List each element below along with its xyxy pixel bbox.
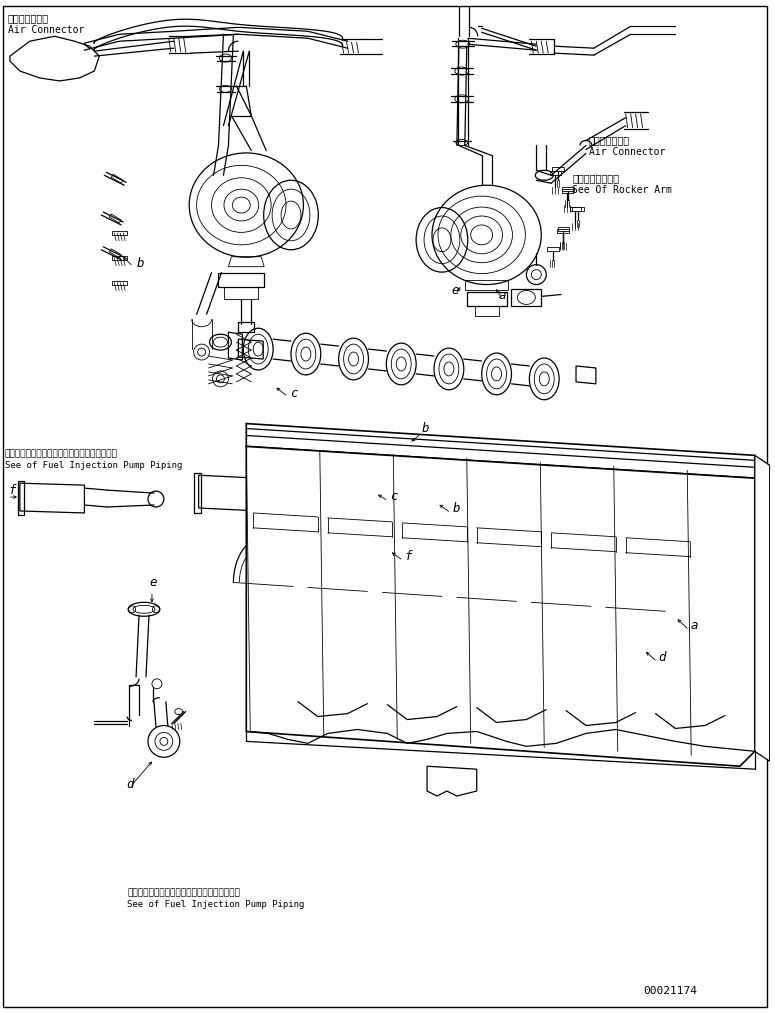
Text: See Of Rocker Arm: See Of Rocker Arm (572, 185, 672, 196)
Text: Komatsu: Komatsu (370, 528, 468, 554)
Text: a: a (498, 290, 506, 303)
Text: air: air (643, 589, 664, 606)
Text: air: air (549, 582, 570, 599)
Text: Air Connector: Air Connector (589, 148, 665, 157)
Text: Komatsu: Komatsu (276, 521, 374, 547)
Polygon shape (198, 475, 258, 511)
Text: b: b (453, 502, 460, 515)
Text: f: f (8, 484, 16, 497)
Text: エアーコネクタ: エアーコネクタ (8, 13, 49, 23)
Text: d: d (126, 778, 133, 791)
Text: e: e (149, 576, 157, 590)
Text: b: b (137, 256, 145, 269)
Text: フェルインジェクションポンプパイピング参照: フェルインジェクションポンプパイピング参照 (127, 888, 240, 898)
Polygon shape (246, 447, 755, 766)
Text: エアーコネクタ: エアーコネクタ (589, 136, 630, 146)
Text: Air Connector: Air Connector (8, 25, 84, 35)
Text: c: c (290, 387, 298, 400)
Text: b: b (422, 422, 429, 436)
Text: Komatsu: Komatsu (559, 542, 656, 567)
Text: Komatsu: Komatsu (653, 549, 751, 574)
Polygon shape (427, 766, 477, 796)
Text: Komatsu: Komatsu (465, 535, 562, 560)
Polygon shape (246, 423, 755, 478)
Text: ロッカアーム参照: ロッカアーム参照 (572, 173, 619, 183)
Text: 00021174: 00021174 (643, 986, 698, 996)
Polygon shape (10, 36, 99, 81)
Text: f: f (405, 550, 412, 562)
Text: e: e (452, 285, 460, 298)
Text: air: air (455, 575, 476, 592)
Text: d: d (659, 651, 666, 664)
Text: c: c (391, 490, 398, 503)
Polygon shape (755, 456, 770, 761)
Text: See of Fuel Injection Pump Piping: See of Fuel Injection Pump Piping (127, 901, 305, 910)
Text: air: air (266, 561, 288, 577)
Text: air: air (360, 568, 381, 585)
Text: フェルインジェクションポンプパイピング参照: フェルインジェクションポンプパイピング参照 (5, 450, 118, 458)
Text: See of Fuel Injection Pump Piping: See of Fuel Injection Pump Piping (5, 461, 182, 470)
Polygon shape (20, 483, 84, 513)
Text: a: a (691, 619, 698, 632)
